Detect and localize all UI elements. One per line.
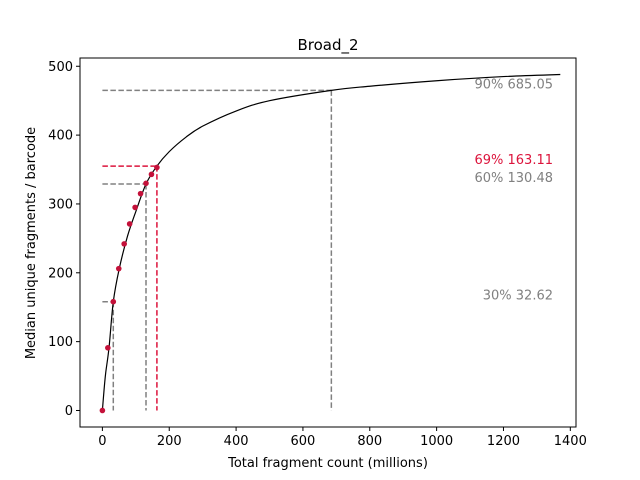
fitted-curve-layer xyxy=(101,73,561,411)
observed-point xyxy=(154,164,160,171)
reference-lines xyxy=(102,89,333,411)
y-tick-label: 500 xyxy=(48,60,73,75)
observed-point xyxy=(143,180,149,187)
observed-point xyxy=(132,204,138,211)
y-tick-label: 300 xyxy=(48,197,73,212)
observed-point xyxy=(148,171,155,178)
observed-points-layer xyxy=(99,164,160,414)
x-tick-label: 1400 xyxy=(554,434,587,449)
observed-point xyxy=(110,298,117,305)
x-tick-label: 200 xyxy=(157,434,182,449)
x-tick-label: 400 xyxy=(224,434,249,449)
annotation-label: 90% 685.05 xyxy=(474,77,553,92)
annotation-label: 60% 130.48 xyxy=(474,171,553,186)
y-tick-label: 100 xyxy=(48,335,73,350)
x-tick-label: 600 xyxy=(291,434,316,449)
y-axis: 0 100 200 300 400 500 xyxy=(48,60,80,419)
observed-point xyxy=(126,221,133,227)
y-tick-label: 400 xyxy=(48,129,73,144)
x-tick-label: 1000 xyxy=(420,434,453,449)
x-axis-label: Total fragment count (millions) xyxy=(227,456,428,471)
plot-area xyxy=(79,57,577,428)
observed-point xyxy=(137,190,144,197)
y-axis-label: Median unique fragments / barcode xyxy=(24,127,39,359)
x-axis: 0 200 400 600 800 1000 1200 1400 xyxy=(98,427,587,449)
x-tick-label: 800 xyxy=(357,434,382,449)
x-tick-label: 1200 xyxy=(487,434,520,449)
y-tick-label: 0 xyxy=(65,404,73,419)
observed-point xyxy=(115,265,122,272)
observed-point xyxy=(105,345,111,351)
x-tick-label: 0 xyxy=(98,434,106,449)
annotation-label: 69% 163.11 xyxy=(474,153,553,168)
observed-point xyxy=(121,241,127,247)
annotation-label: 30% 32.62 xyxy=(483,289,553,304)
fitted-curve-line xyxy=(101,73,561,411)
observed-point xyxy=(99,407,106,414)
y-tick-label: 200 xyxy=(48,266,73,281)
chart-title: Broad_2 xyxy=(297,36,358,55)
annotation-labels: 90% 685.05 69% 163.11 60% 130.48 30% 32.62 xyxy=(474,77,553,303)
